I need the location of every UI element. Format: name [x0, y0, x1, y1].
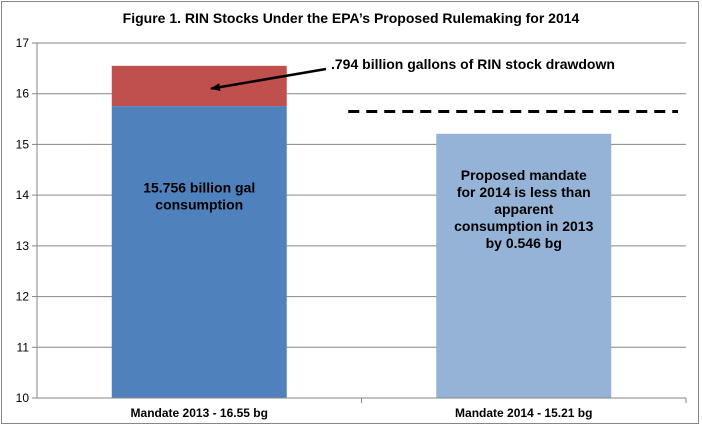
- bar-label: consumption in 2013: [454, 218, 593, 234]
- y-tick-label: 13: [16, 239, 30, 253]
- chart-title: Figure 1. RIN Stocks Under the EPA’s Pro…: [123, 10, 580, 26]
- y-axis-ticks: 10 11 12 13 14 15 16 17: [16, 36, 37, 405]
- bar-segment: [111, 106, 287, 399]
- bar-label: Proposed mandate: [461, 167, 587, 183]
- y-tick-label: 10: [16, 391, 30, 405]
- category-label: Mandate 2013 - 16.55 bg: [131, 406, 268, 420]
- bar-segment: [436, 133, 612, 398]
- bar-label: apparent: [494, 201, 553, 217]
- bar-label: consumption: [155, 197, 243, 213]
- y-tick-label: 14: [16, 188, 30, 202]
- bar-label: by 0.546 bg: [486, 235, 562, 251]
- y-tick-label: 17: [16, 36, 30, 50]
- bar-label: for 2014 is less than: [457, 184, 591, 200]
- bar-label: 15.756 billion gal: [143, 180, 255, 196]
- annotation-arrow: [210, 67, 327, 92]
- y-tick-label: 12: [16, 290, 30, 304]
- y-tick-label: 15: [16, 137, 30, 151]
- annotations: .794 billion gallons of RIN stock drawdo…: [210, 56, 678, 113]
- category-labels: Mandate 2013 - 16.55 bg Mandate 2014 - 15…: [131, 398, 687, 420]
- y-tick-label: 16: [16, 87, 30, 101]
- annotation-label: .794 billion gallons of RIN stock drawdo…: [331, 56, 615, 72]
- y-tick-label: 11: [17, 340, 30, 354]
- category-label: Mandate 2014 - 15.21 bg: [455, 406, 592, 420]
- bar-segment: [111, 65, 287, 107]
